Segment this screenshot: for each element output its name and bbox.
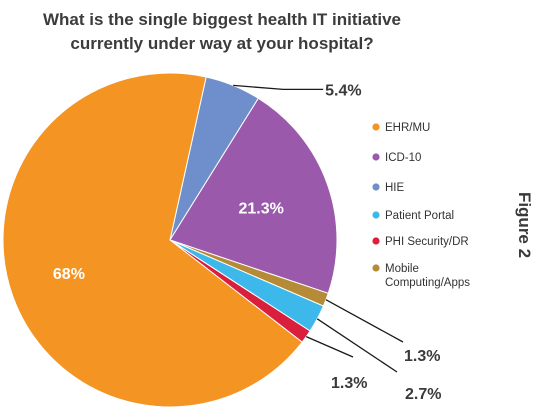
chart-title-line-1: What is the single biggest health IT ini…	[43, 10, 401, 29]
legend: EHR/MU ICD-10 HIE Patient Portal PHI Securit…	[372, 122, 470, 289]
legend-swatch-ehr-mu	[372, 123, 380, 131]
value-label-mobile-computing-apps: 1.3%	[404, 348, 440, 365]
value-label-hie: 5.4%	[325, 82, 361, 99]
value-label-ehr-mu: 68%	[53, 266, 85, 283]
legend-swatch-patient-portal	[372, 211, 380, 219]
legend-label-patient-portal: Patient Portal	[385, 210, 454, 222]
legend-label-hie: HIE	[385, 182, 405, 194]
pie-slice-ehr-mu	[2, 72, 303, 408]
legend-label-ehr-mu: EHR/MU	[385, 122, 430, 134]
value-labels: 68% 21.3% 5.4% 1.3% 2.7% 1.3%	[53, 82, 442, 403]
legend-swatch-icd-10	[372, 153, 380, 161]
pie-slice-icd-10	[169, 97, 338, 294]
legend-label-mobile-computing-apps: Mobile Computing/Apps	[385, 263, 470, 289]
leader-lines	[233, 84, 404, 373]
legend-swatch-phi-security-dr	[372, 237, 380, 245]
chart-title-line-2: currently under way at your hospital?	[70, 34, 373, 53]
leader-line-phi-security-dr	[305, 336, 354, 358]
leader-line-mobile-computing-apps	[325, 299, 404, 343]
leader-line-hie	[233, 84, 324, 91]
legend-label-icd-10: ICD-10	[385, 152, 421, 164]
legend-label-phi-security-dr: PHI Security/DR	[385, 236, 469, 248]
figure-label: Figure 2	[515, 192, 534, 258]
leader-line-patient-portal	[316, 318, 398, 373]
value-label-patient-portal: 2.7%	[405, 386, 441, 403]
value-label-phi-security-dr: 1.3%	[331, 375, 367, 392]
value-label-icd-10: 21.3%	[238, 200, 283, 217]
pie-slices	[2, 72, 338, 408]
legend-swatch-mobile-computing-apps	[372, 264, 380, 272]
legend-swatch-hie	[372, 183, 380, 191]
